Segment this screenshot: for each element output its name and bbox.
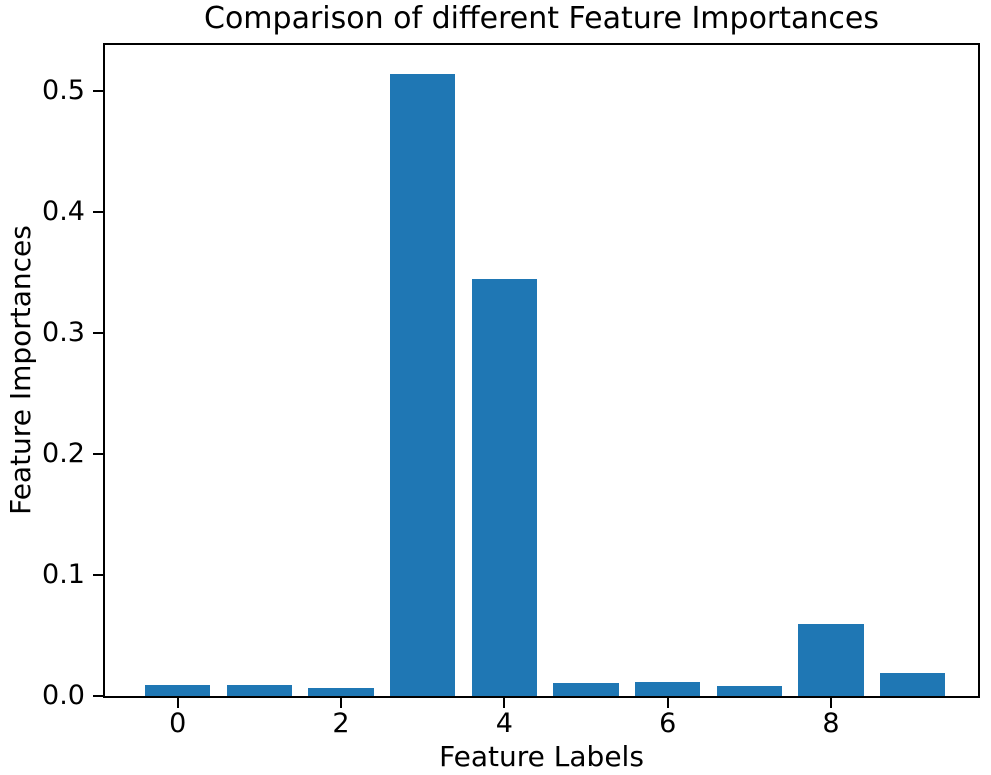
y-axis-label: Feature Importances	[4, 225, 37, 515]
y-tick-label: 0.3	[42, 316, 85, 348]
x-tick-label: 6	[659, 708, 677, 739]
bar-feature-6	[635, 682, 701, 696]
y-tick-label: 0.1	[42, 558, 85, 590]
y-tick-mark	[93, 210, 103, 213]
bar-feature-3	[390, 74, 456, 696]
y-tick-mark	[93, 331, 103, 334]
x-tick-label: 8	[822, 708, 840, 739]
x-tick-label: 0	[169, 708, 187, 739]
y-tick-label: 0.4	[42, 195, 85, 227]
bar-feature-5	[553, 683, 619, 696]
x-tick-mark	[666, 698, 669, 708]
x-tick-mark	[176, 698, 179, 708]
x-tick-mark	[340, 698, 342, 708]
x-tick-mark	[830, 698, 832, 708]
y-tick-mark	[93, 89, 103, 92]
y-tick-label: 0.0	[42, 680, 85, 711]
x-tick-label: 4	[495, 708, 513, 739]
y-tick-mark	[93, 695, 103, 697]
bar-feature-1	[226, 684, 292, 696]
y-tick-mark	[93, 573, 103, 576]
bar-feature-4	[471, 279, 537, 696]
plot-area	[103, 43, 980, 698]
bar-feature-7	[716, 686, 782, 696]
bar-feature-8	[798, 624, 864, 696]
chart-title: Comparison of different Feature Importan…	[204, 1, 879, 36]
bar-feature-2	[308, 687, 374, 696]
y-tick-label: 0.2	[42, 437, 85, 469]
x-tick-mark	[503, 698, 506, 708]
y-tick-label: 0.5	[42, 74, 85, 106]
bars-container	[105, 45, 978, 696]
x-axis-label: Feature Labels	[439, 740, 644, 773]
y-tick-mark	[93, 452, 103, 455]
x-tick-label: 2	[332, 708, 350, 739]
bar-feature-0	[145, 685, 211, 696]
bar-feature-9	[880, 673, 946, 696]
